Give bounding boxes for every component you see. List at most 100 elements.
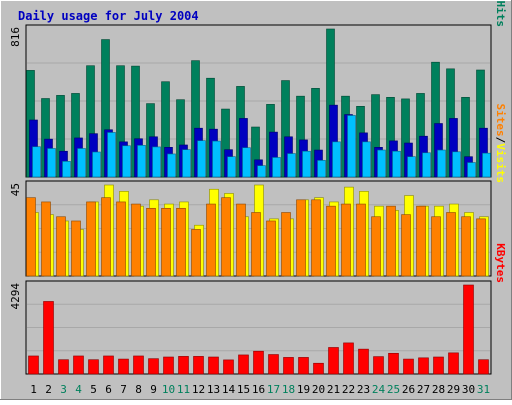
bar-sites-day-22 (341, 203, 351, 277)
day-label-11: 11 (177, 383, 190, 396)
day-label-7: 7 (120, 383, 127, 396)
series-legend: Sites/Visits (494, 104, 507, 184)
bar-kbytes-day-23 (358, 348, 369, 375)
panel-kbytes: 4294 KBytes (9, 243, 507, 375)
bar-pages-day-10 (167, 153, 176, 178)
day-label-30: 30 (462, 383, 475, 396)
bar-sites-day-27 (416, 205, 426, 277)
bar-pages-day-26 (407, 156, 416, 178)
day-label-2: 2 (45, 383, 52, 396)
bar-sites-day-1 (26, 197, 36, 277)
day-label-21: 21 (327, 383, 340, 396)
bar-kbytes-day-13 (208, 356, 219, 375)
bar-sites-day-11 (176, 207, 186, 277)
bar-pages-day-12 (197, 140, 206, 178)
bar-sites-day-8 (131, 203, 141, 277)
bar-pages-day-24 (377, 149, 386, 178)
bar-sites-day-28 (431, 216, 441, 277)
bar-sites-day-3 (56, 216, 66, 277)
day-label-22: 22 (342, 383, 355, 396)
day-label-5: 5 (90, 383, 97, 396)
day-label-23: 23 (357, 383, 370, 396)
series-legend: Pages/Files/Hits (494, 0, 507, 27)
bar-kbytes-day-20 (313, 362, 324, 375)
bar-sites-day-5 (86, 201, 96, 277)
bar-pages-day-7 (122, 145, 131, 178)
day-label-12: 12 (192, 383, 205, 396)
bar-kbytes-day-16 (253, 350, 264, 375)
bar-sites-day-10 (161, 207, 171, 277)
bar-pages-day-16 (257, 165, 266, 178)
bar-pages-day-2 (47, 148, 56, 178)
legend-part: Sites (494, 104, 507, 137)
bar-kbytes-day-30 (463, 284, 474, 375)
y-max-label: 4294 (9, 283, 22, 310)
bar-pages-day-14 (227, 156, 236, 178)
bar-sites-day-24 (371, 216, 381, 277)
bar-kbytes-day-17 (268, 354, 279, 375)
legend-part: KBytes (494, 243, 507, 283)
bar-sites-day-18 (281, 212, 291, 277)
bar-pages-day-25 (392, 150, 401, 178)
legend-part: Visits (494, 143, 507, 183)
bar-pages-day-4 (77, 148, 86, 178)
bar-kbytes-day-1 (28, 355, 39, 375)
bar-sites-day-6 (101, 197, 111, 277)
day-label-20: 20 (312, 383, 325, 396)
bar-kbytes-day-2 (43, 301, 54, 375)
day-label-18: 18 (282, 383, 295, 396)
bar-sites-day-30 (461, 216, 471, 277)
bar-pages-day-28 (437, 149, 446, 178)
bar-kbytes-day-26 (403, 358, 414, 375)
day-label-27: 27 (417, 383, 430, 396)
bar-pages-day-18 (287, 153, 296, 178)
bar-sites-day-26 (401, 214, 411, 277)
bar-kbytes-day-4 (73, 355, 84, 375)
bar-pages-day-31 (482, 152, 491, 178)
bar-kbytes-day-22 (343, 342, 354, 375)
bar-kbytes-day-21 (328, 347, 339, 375)
bar-kbytes-day-11 (178, 356, 189, 375)
day-label-25: 25 (387, 383, 400, 396)
day-label-17: 17 (267, 383, 280, 396)
day-label-31: 31 (477, 383, 490, 396)
bar-kbytes-day-10 (163, 356, 174, 375)
day-axis-labels: 1 2 3 4 5 6 7 8 9 10 11 12 13 14 15 16 17 18 19 20 21 22 23 24 2… (30, 383, 490, 396)
bar-kbytes-day-31 (478, 359, 489, 375)
day-label-29: 29 (447, 383, 460, 396)
bar-kbytes-day-5 (88, 359, 99, 375)
bar-pages-day-1 (32, 146, 41, 178)
bar-sites-day-15 (236, 203, 246, 277)
day-label-1: 1 (30, 383, 37, 396)
legend-part: / (494, 0, 507, 1)
day-label-9: 9 (150, 383, 157, 396)
day-label-26: 26 (402, 383, 415, 396)
day-label-16: 16 (252, 383, 265, 396)
y-max-label: 45 (9, 183, 22, 196)
bar-pages-day-30 (467, 162, 476, 178)
bar-kbytes-day-28 (433, 356, 444, 375)
bar-kbytes-day-24 (373, 356, 384, 375)
bar-kbytes-day-12 (193, 356, 204, 375)
bar-sites-day-20 (311, 199, 321, 277)
bar-kbytes-day-8 (133, 355, 144, 375)
bar-pages-day-27 (422, 152, 431, 178)
bar-kbytes-day-27 (418, 357, 429, 375)
day-label-8: 8 (135, 383, 142, 396)
bar-pages-day-13 (212, 140, 221, 178)
bar-sites-day-7 (116, 201, 126, 277)
bar-sites-day-14 (221, 197, 231, 277)
y-max-label: 816 (9, 27, 22, 47)
bar-kbytes-day-14 (223, 359, 234, 375)
bar-pages-day-9 (152, 146, 161, 178)
day-label-6: 6 (105, 383, 112, 396)
bar-sites-day-29 (446, 212, 456, 277)
legend-part: / (494, 137, 507, 144)
bar-sites-day-23 (356, 203, 366, 277)
day-label-3: 3 (60, 383, 67, 396)
bar-sites-day-19 (296, 199, 306, 277)
day-label-19: 19 (297, 383, 310, 396)
bar-pages-day-21 (332, 141, 341, 178)
bar-kbytes-day-9 (148, 358, 159, 375)
